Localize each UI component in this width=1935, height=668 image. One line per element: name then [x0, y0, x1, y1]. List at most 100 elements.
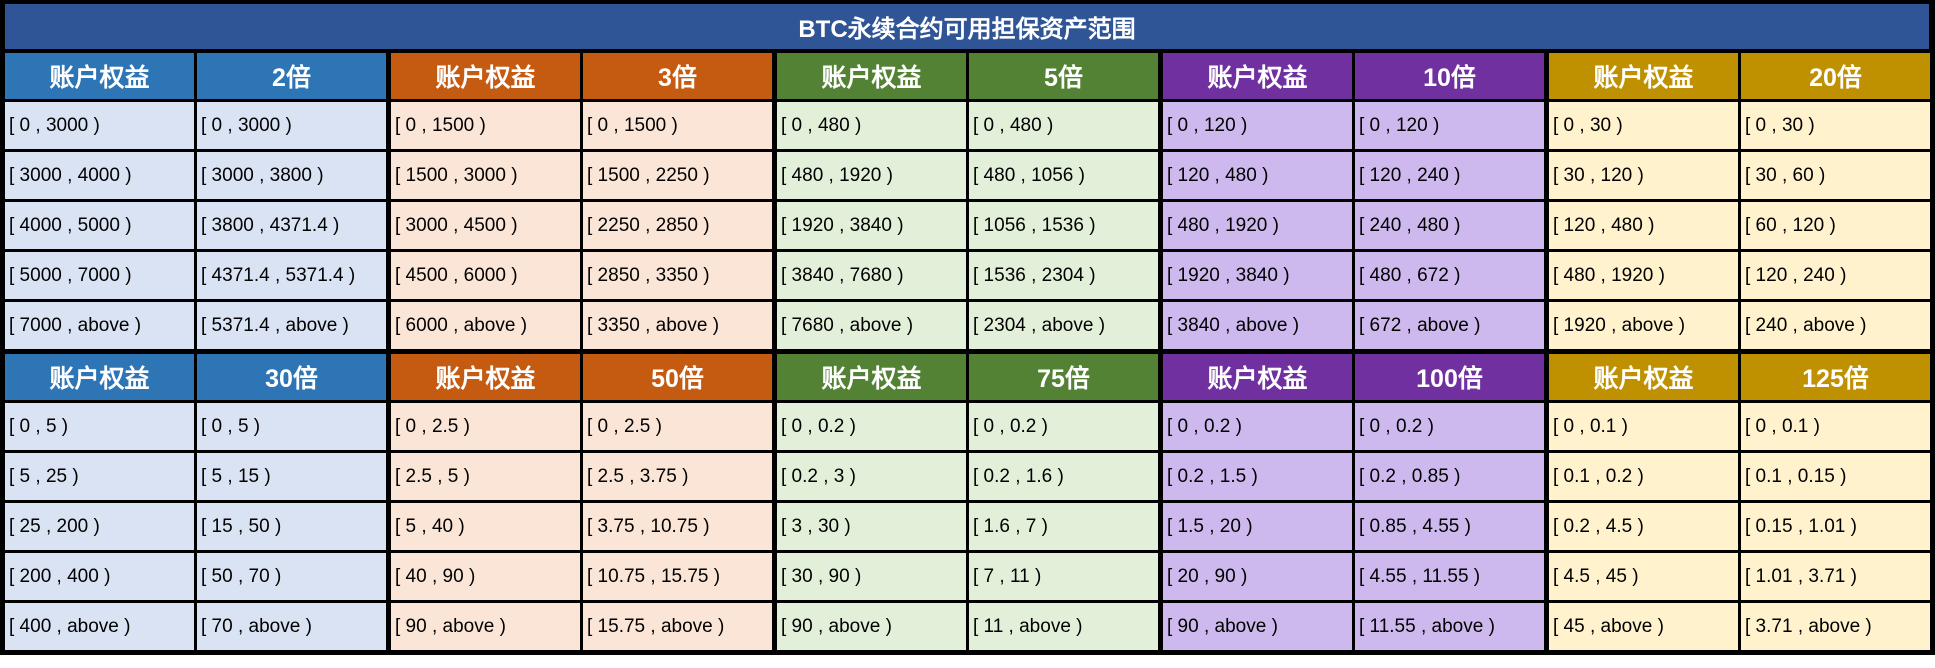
- equity-range-cell: [ 45 , above ): [1549, 603, 1738, 650]
- collateral-range-cell: [ 0.2 , 1.6 ): [969, 453, 1158, 500]
- column-header-equity: 账户权益: [5, 53, 194, 99]
- collateral-range-cell: [ 2250 , 2850 ): [583, 202, 772, 249]
- equity-range-cell: [ 1.5 , 20 ): [1163, 503, 1352, 550]
- collateral-range-cell: [ 120 , 240 ): [1355, 152, 1544, 199]
- equity-range-cell: [ 0 , 30 ): [1549, 102, 1738, 149]
- collateral-range-cell: [ 60 , 120 ): [1741, 202, 1930, 249]
- collateral-range-cell: [ 1500 , 2250 ): [583, 152, 772, 199]
- equity-range-cell: [ 0 , 0.2 ): [777, 403, 966, 450]
- equity-range-cell: [ 0 , 120 ): [1163, 102, 1352, 149]
- collateral-range-cell: [ 70 , above ): [197, 603, 386, 650]
- column-header-leverage: 2倍: [197, 53, 386, 99]
- equity-range-cell: [ 40 , 90 ): [391, 553, 580, 600]
- collateral-range-cell: [ 0 , 0.2 ): [1355, 403, 1544, 450]
- collateral-range-cell: [ 0.1 , 0.15 ): [1741, 453, 1930, 500]
- collateral-range-cell: [ 5371.4 , above ): [197, 302, 386, 349]
- equity-range-cell: [ 480 , 1920 ): [1549, 252, 1738, 299]
- collateral-range-cell: [ 0.15 , 1.01 ): [1741, 503, 1930, 550]
- collateral-range-cell: [ 3800 , 4371.4 ): [197, 202, 386, 249]
- collateral-range-cell: [ 0 , 0.1 ): [1741, 403, 1930, 450]
- collateral-range-cell: [ 1.6 , 7 ): [969, 503, 1158, 550]
- collateral-range-cell: [ 5 , 15 ): [197, 453, 386, 500]
- collateral-range-cell: [ 3.71 , above ): [1741, 603, 1930, 650]
- collateral-range-cell: [ 3.75 , 10.75 ): [583, 503, 772, 550]
- column-header-leverage: 125倍: [1741, 354, 1930, 400]
- collateral-range-cell: [ 4371.4 , 5371.4 ): [197, 252, 386, 299]
- equity-range-cell: [ 120 , 480 ): [1549, 202, 1738, 249]
- equity-range-cell: [ 120 , 480 ): [1163, 152, 1352, 199]
- collateral-range-cell: [ 0 , 5 ): [197, 403, 386, 450]
- column-header-equity: 账户权益: [777, 354, 966, 400]
- equity-range-cell: [ 0 , 5 ): [5, 403, 194, 450]
- table-section-bottom: 账户权益 30倍[ 0 , 5 )[ 0 , 5 )[ 5 , 25 )[ 5 ,…: [5, 354, 1930, 650]
- equity-range-cell: [ 480 , 1920 ): [1163, 202, 1352, 249]
- collateral-range-cell: [ 2850 , 3350 ): [583, 252, 772, 299]
- equity-range-cell: [ 0.2 , 1.5 ): [1163, 453, 1352, 500]
- column-header-leverage: 3倍: [583, 53, 772, 99]
- equity-range-cell: [ 5 , 40 ): [391, 503, 580, 550]
- collateral-range-cell: [ 672 , above ): [1355, 302, 1544, 349]
- equity-range-cell: [ 0 , 2.5 ): [391, 403, 580, 450]
- leverage-panel: 账户权益 75倍[ 0 , 0.2 )[ 0 , 0.2 )[ 0.2 , 3 )…: [777, 354, 1158, 650]
- leverage-panel: 账户权益 2倍[ 0 , 3000 )[ 0 , 3000 )[ 3000 , 4…: [5, 53, 386, 349]
- leverage-panel: 账户权益 50倍[ 0 , 2.5 )[ 0 , 2.5 )[ 2.5 , 5 )…: [391, 354, 772, 650]
- leverage-panel: 账户权益 20倍[ 0 , 30 )[ 0 , 30 )[ 30 , 120 )[…: [1549, 53, 1930, 349]
- column-header-leverage: 100倍: [1355, 354, 1544, 400]
- equity-range-cell: [ 0.1 , 0.2 ): [1549, 453, 1738, 500]
- equity-range-cell: [ 3 , 30 ): [777, 503, 966, 550]
- collateral-range-cell: [ 480 , 1056 ): [969, 152, 1158, 199]
- collateral-range-cell: [ 0.2 , 0.85 ): [1355, 453, 1544, 500]
- collateral-range-cell: [ 11.55 , above ): [1355, 603, 1544, 650]
- column-header-leverage: 20倍: [1741, 53, 1930, 99]
- collateral-range-cell: [ 50 , 70 ): [197, 553, 386, 600]
- collateral-range-cell: [ 11 , above ): [969, 603, 1158, 650]
- equity-range-cell: [ 1920 , 3840 ): [1163, 252, 1352, 299]
- leverage-panel: 账户权益 30倍[ 0 , 5 )[ 0 , 5 )[ 5 , 25 )[ 5 ,…: [5, 354, 386, 650]
- column-header-leverage: 30倍: [197, 354, 386, 400]
- collateral-range-cell: [ 1056 , 1536 ): [969, 202, 1158, 249]
- equity-range-cell: [ 7680 , above ): [777, 302, 966, 349]
- collateral-range-cell: [ 15.75 , above ): [583, 603, 772, 650]
- equity-range-cell: [ 3840 , 7680 ): [777, 252, 966, 299]
- page-title: BTC永续合约可用担保资产范围: [5, 4, 1929, 49]
- column-header-leverage: 10倍: [1355, 53, 1544, 99]
- equity-range-cell: [ 6000 , above ): [391, 302, 580, 349]
- column-header-equity: 账户权益: [777, 53, 966, 99]
- table-section-top: 账户权益 2倍[ 0 , 3000 )[ 0 , 3000 )[ 3000 , 4…: [5, 53, 1930, 349]
- collateral-range-cell: [ 240 , 480 ): [1355, 202, 1544, 249]
- collateral-range-cell: [ 0 , 480 ): [969, 102, 1158, 149]
- equity-range-cell: [ 5000 , 7000 ): [5, 252, 194, 299]
- collateral-range-cell: [ 120 , 240 ): [1741, 252, 1930, 299]
- column-header-leverage: 50倍: [583, 354, 772, 400]
- collateral-range-cell: [ 3000 , 3800 ): [197, 152, 386, 199]
- equity-range-cell: [ 30 , 90 ): [777, 553, 966, 600]
- column-header-equity: 账户权益: [5, 354, 194, 400]
- equity-range-cell: [ 25 , 200 ): [5, 503, 194, 550]
- collateral-range-cell: [ 0 , 0.2 ): [969, 403, 1158, 450]
- equity-range-cell: [ 3840 , above ): [1163, 302, 1352, 349]
- equity-range-cell: [ 3000 , 4500 ): [391, 202, 580, 249]
- collateral-range-cell: [ 10.75 , 15.75 ): [583, 553, 772, 600]
- column-header-equity: 账户权益: [1549, 53, 1738, 99]
- equity-range-cell: [ 30 , 120 ): [1549, 152, 1738, 199]
- equity-range-cell: [ 3000 , 4000 ): [5, 152, 194, 199]
- collateral-range-cell: [ 0 , 3000 ): [197, 102, 386, 149]
- equity-range-cell: [ 480 , 1920 ): [777, 152, 966, 199]
- collateral-range-cell: [ 1.01 , 3.71 ): [1741, 553, 1930, 600]
- collateral-range-cell: [ 480 , 672 ): [1355, 252, 1544, 299]
- equity-range-cell: [ 20 , 90 ): [1163, 553, 1352, 600]
- equity-range-cell: [ 7000 , above ): [5, 302, 194, 349]
- equity-range-cell: [ 1500 , 3000 ): [391, 152, 580, 199]
- collateral-range-cell: [ 240 , above ): [1741, 302, 1930, 349]
- equity-range-cell: [ 90 , above ): [777, 603, 966, 650]
- collateral-range-cell: [ 0 , 120 ): [1355, 102, 1544, 149]
- leverage-panel: 账户权益 5倍[ 0 , 480 )[ 0 , 480 )[ 480 , 1920…: [777, 53, 1158, 349]
- collateral-range-cell: [ 0.85 , 4.55 ): [1355, 503, 1544, 550]
- collateral-range-cell: [ 2304 , above ): [969, 302, 1158, 349]
- column-header-equity: 账户权益: [1163, 354, 1352, 400]
- leverage-panel: 账户权益 125倍[ 0 , 0.1 )[ 0 , 0.1 )[ 0.1 , 0.…: [1549, 354, 1930, 650]
- collateral-range-cell: [ 2.5 , 3.75 ): [583, 453, 772, 500]
- equity-range-cell: [ 0 , 0.2 ): [1163, 403, 1352, 450]
- equity-range-cell: [ 0 , 3000 ): [5, 102, 194, 149]
